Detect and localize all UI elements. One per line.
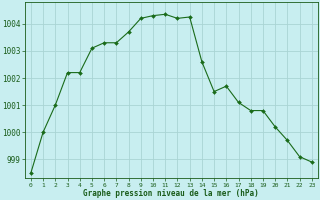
X-axis label: Graphe pression niveau de la mer (hPa): Graphe pression niveau de la mer (hPa) (84, 189, 259, 198)
